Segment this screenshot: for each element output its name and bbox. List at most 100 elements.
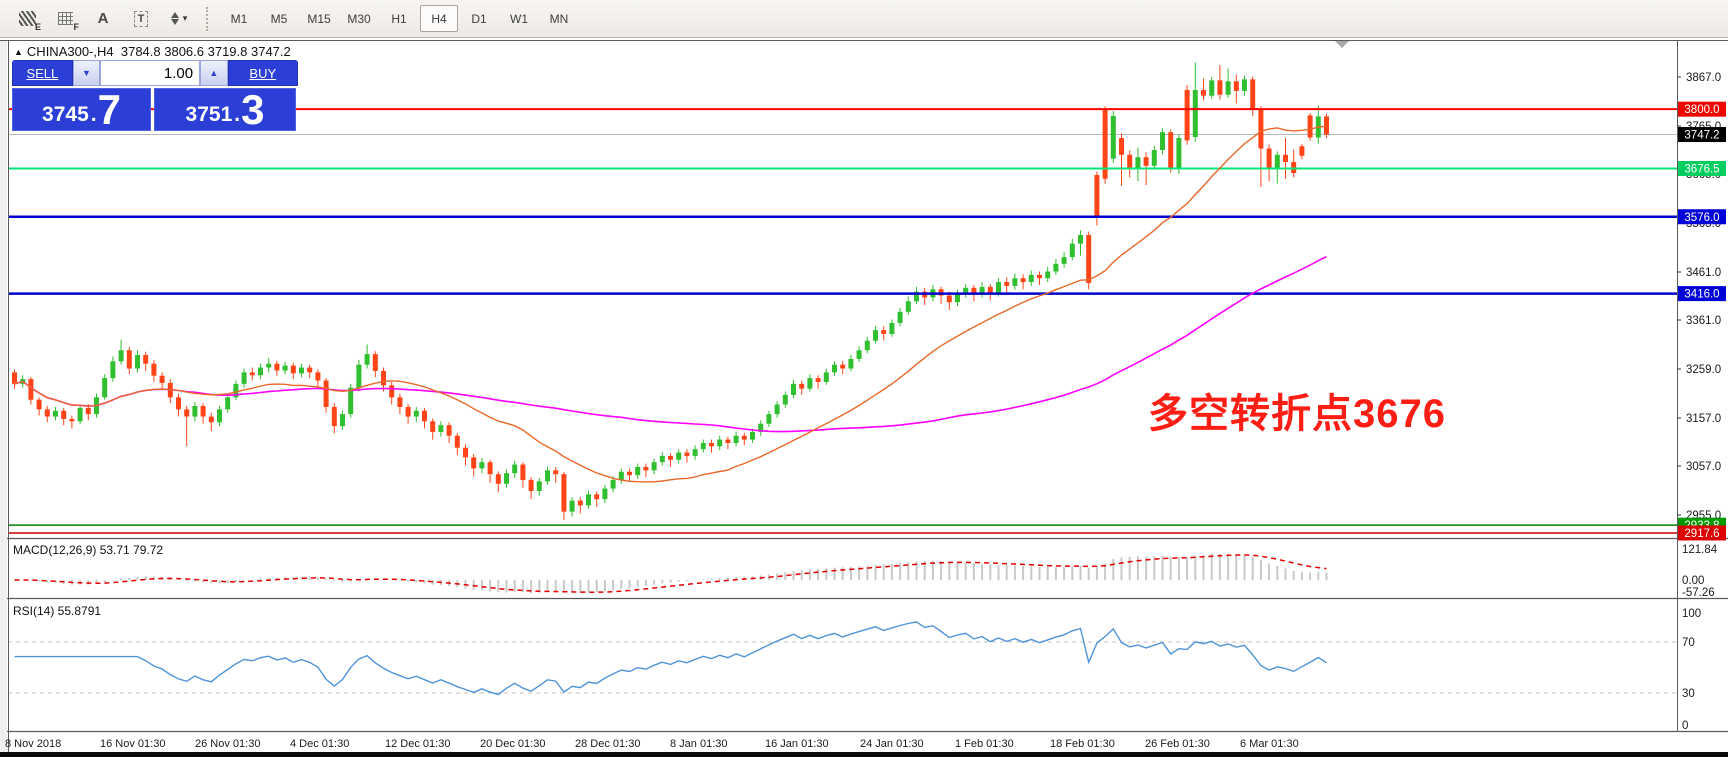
date-label: 18 Feb 01:30 — [1050, 738, 1115, 750]
candle-body — [1242, 79, 1247, 91]
candle-body — [586, 494, 591, 506]
timeframe-mn[interactable]: MN — [549, 11, 569, 26]
candle-body — [996, 282, 1001, 293]
timeframe-group: M1 M5 M15 M30 H1 H4 D1 W1 MN — [219, 5, 579, 32]
candle-body — [1069, 243, 1075, 258]
timeframe-m15[interactable]: M15 — [307, 11, 331, 26]
price-badge — [1678, 160, 1726, 176]
candle-body — [299, 367, 304, 374]
price-badge — [1678, 525, 1726, 541]
candle-body — [44, 409, 50, 417]
candle-body — [1299, 146, 1305, 156]
timeframe-m5[interactable]: M5 — [270, 11, 288, 26]
price-badge-label: 3416.0 — [1684, 289, 1719, 301]
toolbar-tool-pattern-f[interactable]: F — [48, 4, 82, 33]
price-badge-label: 3576.0 — [1684, 212, 1719, 224]
candle-body — [53, 410, 58, 417]
price-badge-label: 3676.5 — [1684, 163, 1719, 175]
date-label: 16 Nov 01:30 — [100, 738, 165, 750]
rsi-axis-label: 0 — [1682, 720, 1688, 732]
volume-increase-button[interactable]: ▲ — [200, 60, 228, 86]
price-tick-label: 3461.0 — [1686, 267, 1721, 279]
rsi-axis-label: 70 — [1682, 637, 1695, 649]
candle-body — [1020, 278, 1026, 283]
candle-body — [791, 383, 796, 395]
candle-body — [618, 471, 624, 480]
candle-body — [602, 488, 608, 500]
candle-body — [1176, 137, 1182, 169]
volume-decrease-button[interactable]: ▼ — [72, 60, 101, 86]
price-tick-label: 3057.0 — [1686, 461, 1721, 473]
candle-body — [1143, 157, 1149, 166]
chart-background — [0, 40, 1728, 757]
window-bottom-edge — [0, 752, 1728, 757]
sell-price-int: 3745 — [42, 103, 89, 126]
candle-body — [85, 407, 91, 415]
buy-button[interactable]: BUY — [227, 60, 299, 86]
sell-price-button[interactable]: 3745. 7 — [12, 88, 151, 131]
buy-price-button[interactable]: 3751. 3 — [154, 88, 296, 131]
toolbar-tool-text-label[interactable]: A — [86, 4, 120, 33]
candle-body — [118, 350, 124, 362]
toolbar-tool-text-box[interactable]: T — [124, 4, 158, 33]
candle-body — [914, 291, 919, 302]
candle-body — [897, 311, 903, 323]
candle-body — [569, 500, 575, 512]
candle-body — [241, 372, 247, 384]
timeframe-h1[interactable]: H1 — [391, 11, 407, 26]
arrow-style-icon: ▾ — [170, 12, 187, 25]
candle-body — [1012, 278, 1018, 286]
candle-body — [471, 457, 477, 469]
candle-body — [1078, 235, 1083, 244]
date-label: 1 Feb 01:30 — [955, 738, 1014, 750]
candle-body — [979, 286, 985, 295]
candle-body — [774, 404, 780, 415]
candle-body — [848, 358, 854, 369]
price-badge — [1678, 101, 1726, 117]
candle-body — [422, 410, 427, 422]
text-box-icon: T — [133, 10, 149, 27]
candle-body — [1135, 157, 1141, 169]
candle-body — [159, 375, 165, 383]
chart-shift-marker-icon[interactable] — [1335, 41, 1349, 48]
candle-body — [1127, 154, 1133, 169]
candle-body — [438, 425, 444, 432]
candle-body — [545, 470, 550, 482]
candle-body — [331, 406, 337, 427]
candle-body — [1004, 282, 1010, 286]
candle-body — [200, 405, 206, 417]
candle-body — [258, 367, 263, 376]
timeframe-h4[interactable]: H4 — [420, 5, 458, 32]
candle-body — [692, 449, 698, 456]
collapse-arrow-icon[interactable]: ▲ — [14, 47, 23, 57]
date-label: 20 Dec 01:30 — [480, 738, 545, 750]
timeframe-m30[interactable]: M30 — [347, 11, 371, 26]
candle-body — [135, 355, 140, 369]
timeframe-w1[interactable]: W1 — [510, 11, 528, 26]
candle-body — [1324, 116, 1329, 135]
date-label: 16 Jan 01:30 — [765, 738, 829, 750]
candle-body — [1250, 79, 1256, 110]
timeframe-d1[interactable]: D1 — [471, 11, 487, 26]
timeframe-m1[interactable]: M1 — [230, 11, 248, 26]
candle-body — [1160, 132, 1165, 150]
price-tick-label: 3259.0 — [1686, 364, 1721, 376]
candle-body — [717, 439, 723, 447]
candle-body — [249, 372, 255, 376]
candle-body — [192, 405, 198, 417]
toolbar-tool-arrow-style[interactable]: ▾ — [162, 4, 196, 33]
candle-body — [348, 387, 354, 415]
candle-body — [1119, 137, 1124, 155]
volume-input[interactable]: 1.00 — [100, 60, 201, 86]
price-badge — [1678, 209, 1726, 225]
toolbar-tool-pattern-e[interactable]: E — [10, 4, 44, 33]
candle-body — [758, 423, 764, 432]
sell-button[interactable]: SELL — [12, 60, 73, 86]
candle-body — [274, 363, 280, 371]
candle-body — [873, 330, 878, 341]
candle-body — [1053, 263, 1059, 272]
candle-body — [750, 431, 755, 440]
chart-text-annotation: 多空转折点3676 — [1148, 392, 1446, 436]
